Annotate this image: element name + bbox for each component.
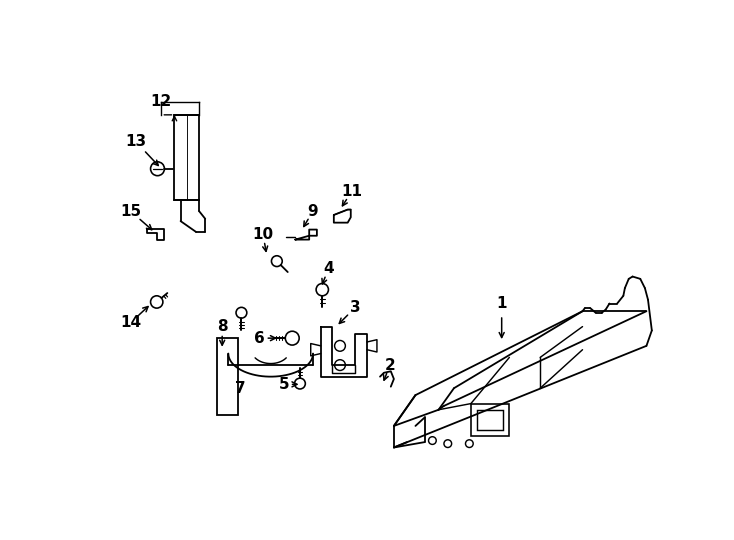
- Text: 5: 5: [279, 377, 290, 392]
- Text: 12: 12: [150, 94, 172, 109]
- Text: 6: 6: [254, 330, 264, 346]
- Text: 8: 8: [217, 319, 228, 334]
- Bar: [477, 410, 504, 430]
- Text: 10: 10: [252, 227, 274, 242]
- Text: 1: 1: [496, 296, 507, 311]
- Bar: [217, 338, 239, 415]
- Bar: [471, 403, 509, 436]
- Text: 3: 3: [350, 300, 360, 315]
- Text: 2: 2: [385, 357, 396, 373]
- Text: 4: 4: [323, 261, 334, 276]
- Text: 11: 11: [341, 184, 362, 199]
- Text: 14: 14: [120, 315, 141, 330]
- Text: 7: 7: [235, 381, 245, 396]
- Text: 9: 9: [308, 204, 319, 219]
- Text: 13: 13: [126, 134, 147, 149]
- Bar: [175, 115, 199, 200]
- Text: 15: 15: [120, 204, 141, 219]
